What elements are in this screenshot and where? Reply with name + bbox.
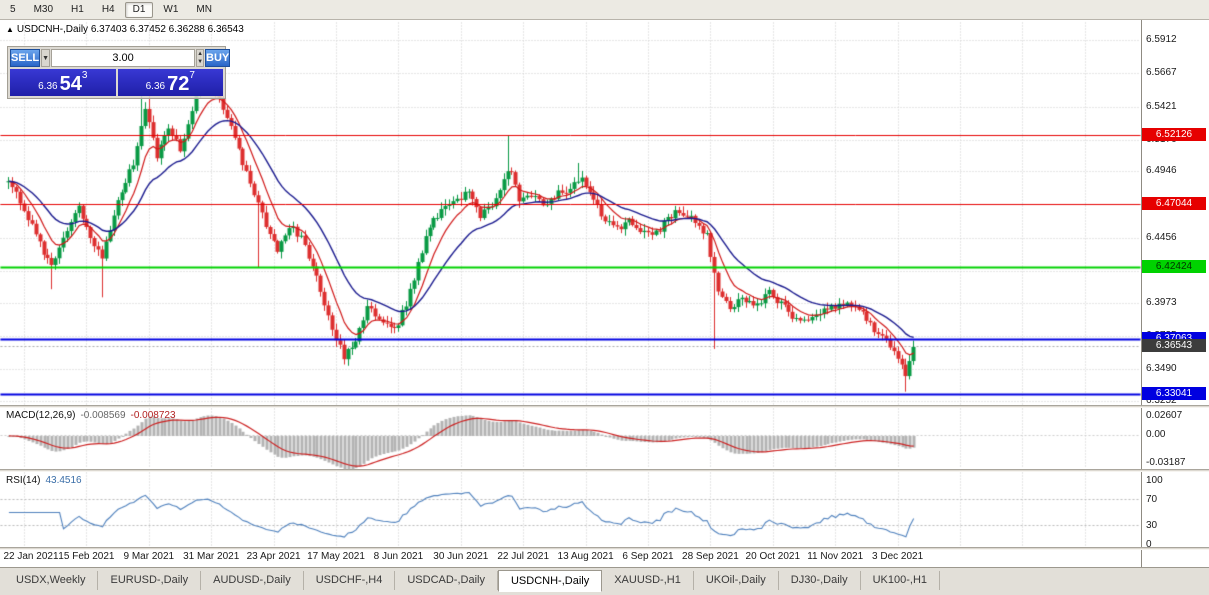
tf-button-h4[interactable]: H4	[94, 2, 123, 18]
volume-dropdown-icon[interactable]: ▼	[41, 49, 51, 67]
tab-ukoil-daily[interactable]: UKOil-,Daily	[694, 571, 779, 590]
spinner-up-icon[interactable]: ▲	[197, 51, 204, 57]
macd-value-1: -0.008569	[80, 410, 126, 421]
chart-title: ▲ USDCNH-,Daily 6.37403 6.37452 6.36288 6…	[6, 24, 244, 35]
chart-ohlc-values: 6.37403 6.37452 6.36288 6.36543	[90, 24, 244, 35]
x-axis-label: 6 Sep 2021	[622, 551, 674, 562]
macd-axis-label: 0.02607	[1146, 410, 1183, 421]
y-axis-label: 6.5667	[1146, 67, 1177, 79]
rsi-axis-label: 0	[1146, 539, 1152, 550]
current-price-badge: 6.36543	[1142, 339, 1206, 353]
macd-value-2: -0.008723	[130, 410, 176, 421]
macd-indicator-label: MACD(12,26,9) -0.008569 -0.008723	[6, 410, 176, 421]
x-axis-label: 22 Jul 2021	[497, 551, 550, 562]
tab-xauusd-h1[interactable]: XAUUSD-,H1	[602, 571, 694, 590]
chart-arrow-icon: ▲	[6, 25, 14, 34]
tab-audusd-daily[interactable]: AUDUSD-,Daily	[201, 571, 304, 590]
chart-tabs-bar: USDX,Weekly EURUSD-,Daily AUDUSD-,Daily USD…	[0, 567, 1209, 595]
x-axis-label: 13 Aug 2021	[557, 551, 614, 562]
y-axis-label: 6.5421	[1146, 100, 1177, 112]
chart-symbol-label: USDCNH-,Daily	[16, 24, 89, 35]
tf-button-h1[interactable]: H1	[63, 2, 92, 18]
x-axis-label: 30 Jun 2021	[433, 551, 489, 562]
buy-price-prefix: 6.36	[145, 81, 166, 92]
tab-usdcad-daily[interactable]: USDCAD-,Daily	[395, 571, 498, 590]
x-axis-label: 15 Feb 2021	[58, 551, 115, 562]
y-axis-label: 6.5912	[1146, 34, 1177, 46]
macd-canvas[interactable]	[0, 408, 1141, 469]
panel-divider[interactable]	[0, 547, 1209, 550]
sell-price-display[interactable]: 6.36 54 3	[10, 69, 116, 96]
tab-usdcnh-daily[interactable]: USDCNH-,Daily	[497, 570, 603, 592]
volume-input[interactable]	[51, 49, 196, 67]
x-axis-label: 22 Jan 2021	[3, 551, 59, 562]
rsi-axis-label: 100	[1146, 475, 1163, 486]
tab-dj30-daily[interactable]: DJ30-,Daily	[779, 571, 861, 590]
x-axis-label: 11 Nov 2021	[807, 551, 864, 562]
tf-button-mn[interactable]: MN	[188, 2, 220, 18]
sell-price-prefix: 6.36	[38, 81, 58, 92]
rsi-indicator-label: RSI(14) 43.4516	[6, 475, 82, 486]
macd-name: MACD(12,26,9)	[6, 410, 76, 421]
buy-price-pipette: 7	[189, 70, 195, 81]
macd-axis-label: 0.00	[1146, 429, 1166, 441]
trade-controls-row: SELL ▼ ▲▼ BUY	[10, 49, 231, 67]
sell-button[interactable]: SELL	[10, 49, 41, 67]
x-axis-label: 17 May 2021	[307, 551, 365, 562]
tf-button-w1[interactable]: W1	[155, 2, 186, 18]
price-line-badge: 6.42424	[1142, 259, 1206, 273]
chart-area: ▲ USDCNH-,Daily 6.37403 6.37452 6.36288 6…	[0, 20, 1209, 567]
rsi-axis-label: 30	[1146, 519, 1158, 531]
tf-button-5[interactable]: 5	[2, 2, 24, 18]
y-axis-label: 6.4456	[1146, 231, 1177, 243]
one-click-trading-panel: SELL ▼ ▲▼ BUY 6.36 54 3 6.36 72 7	[7, 46, 231, 99]
rsi-axis-label: 70	[1146, 494, 1158, 506]
x-axis-label: 28 Sep 2021	[682, 551, 739, 562]
sell-price-pipette: 3	[81, 70, 88, 81]
tab-usdchf-h4[interactable]: USDCHF-,H4	[304, 571, 396, 590]
buy-button[interactable]: BUY	[205, 49, 231, 67]
x-axis-label: 20 Oct 2021	[745, 551, 801, 562]
price-line-badge: 6.47044	[1142, 196, 1206, 210]
x-axis-label: 9 Mar 2021	[123, 551, 175, 562]
rsi-name: RSI(14)	[6, 475, 41, 486]
sell-price-big-digits: 54	[59, 73, 82, 95]
x-axis-label: 31 Mar 2021	[183, 551, 240, 562]
y-axis-label: 6.4946	[1146, 165, 1177, 177]
tf-button-d1[interactable]: D1	[124, 1, 154, 18]
price-line-badge: 6.52126	[1142, 127, 1206, 141]
x-axis-label: 8 Jun 2021	[373, 551, 424, 562]
volume-spinner[interactable]: ▲ ▼	[196, 49, 205, 67]
panel-divider[interactable]	[0, 469, 1209, 472]
y-axis-label: 6.3973	[1146, 297, 1177, 309]
x-axis-label: 3 Dec 2021	[872, 551, 924, 562]
tab-usdx-weekly[interactable]: USDX,Weekly	[4, 571, 99, 590]
price-axis-separator	[1141, 20, 1142, 567]
panel-divider[interactable]	[0, 405, 1209, 408]
tab-uk100-h1[interactable]: UK100-,H1	[861, 571, 941, 590]
tf-button-m30[interactable]: M30	[26, 2, 61, 18]
y-axis-label: 6.3252	[1146, 395, 1177, 407]
rsi-canvas[interactable]	[0, 472, 1141, 547]
y-axis-label: 6.3490	[1146, 362, 1177, 374]
rsi-value: 43.4516	[45, 475, 82, 486]
macd-axis-label: -0.03187	[1146, 457, 1186, 468]
tab-eurusd-daily[interactable]: EURUSD-,Daily	[98, 571, 202, 590]
buy-price-big-digits: 72	[167, 73, 190, 95]
price-line-badge: 6.33041	[1142, 387, 1206, 400]
timeframe-toolbar: 5 M30 H1 H4 D1 W1 MN	[0, 0, 1209, 20]
spinner-down-icon[interactable]: ▼	[197, 59, 204, 65]
trade-prices-row: 6.36 54 3 6.36 72 7	[10, 69, 223, 96]
x-axis-label: 23 Apr 2021	[246, 551, 301, 562]
buy-price-display[interactable]: 6.36 72 7	[117, 69, 223, 96]
